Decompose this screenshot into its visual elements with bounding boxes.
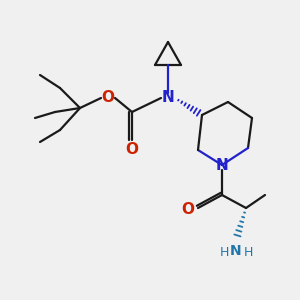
Text: O: O — [182, 202, 194, 217]
Text: O: O — [101, 91, 115, 106]
Text: N: N — [216, 158, 228, 172]
Text: H: H — [243, 247, 253, 260]
Text: O: O — [125, 142, 139, 158]
Text: H: H — [219, 247, 229, 260]
Text: N: N — [162, 91, 174, 106]
Text: N: N — [230, 244, 242, 258]
